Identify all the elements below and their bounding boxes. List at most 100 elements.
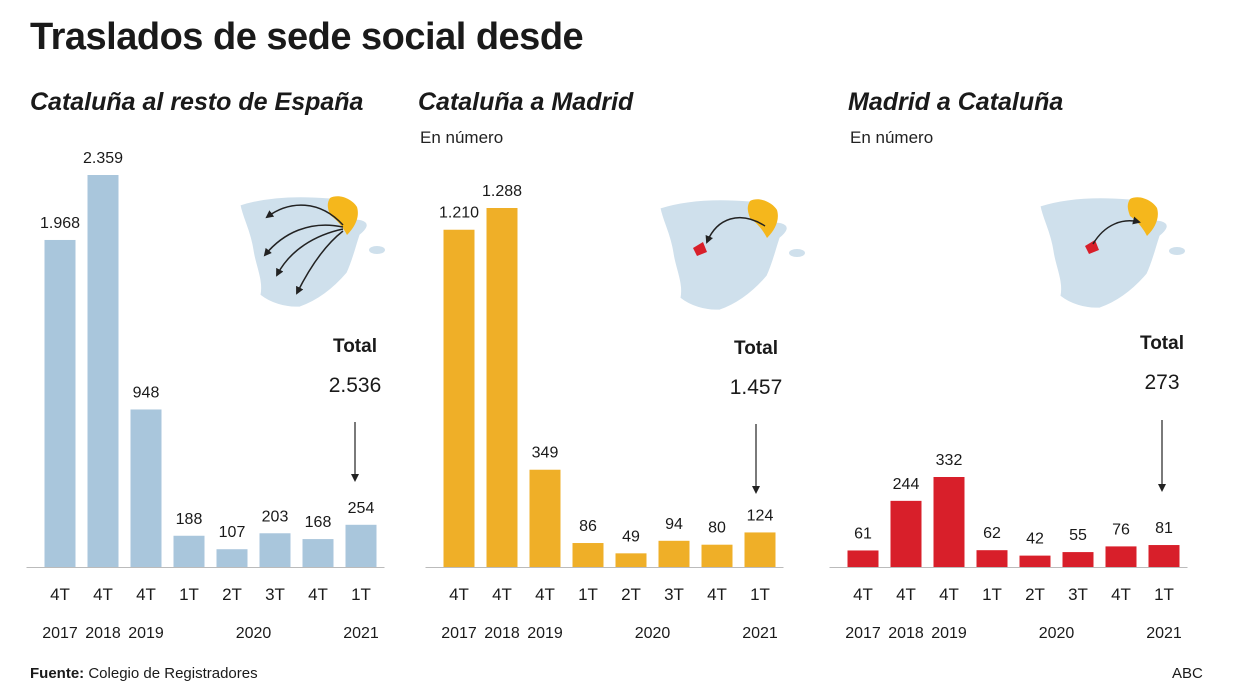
chart-3-total-value: 273	[1144, 371, 1179, 394]
chart-2-bar-2	[486, 208, 518, 567]
source-label: Fuente:	[30, 665, 85, 682]
chart-3-quarter-label-8: 1T	[1154, 585, 1174, 604]
chart-2-bar-4	[572, 543, 604, 567]
chart-3-data-label-6: 55	[1069, 527, 1087, 544]
page-title: Traslados de sede social desde	[30, 16, 584, 58]
credit-label: ABC	[1172, 665, 1203, 682]
chart-2-bar-5	[615, 553, 647, 567]
chart-1-bar-3	[130, 409, 162, 567]
chart-1-data-label-3: 948	[133, 384, 160, 401]
map-spain-arrow-madrid-to-catalonia-icon	[1039, 197, 1185, 309]
chart-2-quarter-label-5: 2T	[621, 585, 641, 604]
chart-3-bar-5	[1019, 555, 1051, 567]
chart-1-quarter-label-4: 1T	[179, 585, 199, 604]
chart-2-quarter-label-3: 4T	[535, 585, 555, 604]
chart-1-quarter-label-2: 4T	[93, 585, 113, 604]
chart-3-bar-8	[1148, 545, 1180, 567]
chart-1-year-label-2020: 2020	[236, 625, 272, 642]
chart-1-quarter-label-1: 4T	[50, 585, 70, 604]
chart-2-year-label-2017: 2017	[441, 625, 477, 642]
chart-1-bar-5	[216, 549, 248, 567]
chart-3-total-label: Total	[1140, 333, 1184, 354]
chart-2-total-value: 1.457	[730, 376, 783, 399]
chart-2-total-label: Total	[734, 338, 778, 359]
map-spain-arrow-catalonia-to-madrid-icon	[659, 199, 805, 311]
chart-2-data-label-7: 80	[708, 520, 726, 537]
chart-3-data-label-5: 42	[1026, 531, 1044, 548]
source-text: Colegio de Registradores	[88, 665, 258, 682]
chart-2-bar-7	[701, 544, 733, 567]
chart-2-quarter-label-8: 1T	[750, 585, 770, 604]
chart-3-data-label-8: 81	[1155, 520, 1173, 537]
chart-2-data-label-8: 124	[747, 507, 774, 524]
chart-3-data-label-1: 61	[854, 525, 872, 542]
chart-2-quarter-label-2: 4T	[492, 585, 512, 604]
chart-3-data-label-7: 76	[1112, 521, 1130, 538]
chart-3-year-label-2017: 2017	[845, 625, 881, 642]
chart-3-bar-4	[976, 550, 1008, 567]
chart-3-year-label-2020: 2020	[1039, 625, 1075, 642]
chart-3-data-label-2: 244	[893, 476, 920, 493]
source-note: Fuente: Colegio de Registradores	[30, 665, 258, 682]
chart-3-quarter-label-3: 4T	[939, 585, 959, 604]
chart-1-year-label-2021: 2021	[343, 625, 379, 642]
chart-1-total-label: Total	[333, 336, 377, 357]
chart-1-year-label-2017: 2017	[42, 625, 78, 642]
chart-2-quarter-label-4: 1T	[578, 585, 598, 604]
chart-3-quarter-label-7: 4T	[1111, 585, 1131, 604]
chart-3-bar-7	[1105, 546, 1137, 567]
chart-1-bar-7	[302, 539, 334, 567]
chart-3-quarter-label-2: 4T	[896, 585, 916, 604]
chart-1-year-label-2018: 2018	[85, 625, 121, 642]
chart-2-bar-8	[744, 532, 776, 567]
chart-2-quarter-label-6: 3T	[664, 585, 684, 604]
chart-2-data-label-2: 1.288	[482, 183, 522, 200]
chart-3-bar-1	[847, 550, 879, 567]
chart-1-quarter-label-6: 3T	[265, 585, 285, 604]
chart-2-year-label-2020: 2020	[635, 625, 671, 642]
chart-1-data-label-2: 2.359	[83, 150, 123, 167]
chart-2-year-label-2019: 2019	[527, 625, 563, 642]
panel-title-cataluna-madrid: Cataluña a Madrid	[418, 88, 634, 116]
chart-1-bar-2	[87, 175, 119, 567]
chart-1-total-value: 2.536	[329, 374, 382, 397]
chart-1-data-label-6: 203	[262, 508, 289, 525]
chart-3-quarter-label-4: 1T	[982, 585, 1002, 604]
chart-1-bar-6	[259, 533, 291, 567]
chart-3-bar-2	[890, 500, 922, 567]
chart-1-bar-1	[44, 239, 76, 567]
panel-title-madrid-cataluna: Madrid a Cataluña	[848, 88, 1064, 116]
chart-3-bar-3	[933, 477, 965, 567]
chart-2-data-label-1: 1.210	[439, 205, 479, 222]
chart-2-data-label-6: 94	[665, 516, 683, 533]
chart-1-data-label-7: 168	[305, 514, 332, 531]
chart-2-data-label-4: 86	[579, 518, 597, 535]
chart-1-data-label-4: 188	[176, 511, 203, 528]
chart-2-quarter-label-7: 4T	[707, 585, 727, 604]
chart-1-year-label-2019: 2019	[128, 625, 164, 642]
panel-subtitle-cataluna-madrid: En número	[420, 128, 504, 147]
chart-1-data-label-8: 254	[348, 500, 375, 517]
chart-3-quarter-label-1: 4T	[853, 585, 873, 604]
chart-3-year-label-2021: 2021	[1146, 625, 1182, 642]
panel-subtitle-madrid-cataluna: En número	[850, 128, 934, 147]
chart-1-quarter-label-3: 4T	[136, 585, 156, 604]
chart-1-quarter-label-5: 2T	[222, 585, 242, 604]
chart-3-data-label-3: 332	[936, 452, 963, 469]
chart-2-data-label-3: 349	[532, 445, 559, 462]
chart-2-data-label-5: 49	[622, 528, 640, 545]
chart-2-year-label-2021: 2021	[742, 625, 778, 642]
chart-1-data-label-5: 107	[219, 524, 246, 541]
chart-1-bar-8	[345, 524, 377, 567]
chart-3-year-label-2018: 2018	[888, 625, 924, 642]
chart-2-bar-1	[443, 229, 475, 568]
chart-3-quarter-label-6: 3T	[1068, 585, 1088, 604]
chart-3-data-label-4: 62	[983, 525, 1001, 542]
chart-2-bar-3	[529, 469, 561, 567]
chart-1-bar-4	[173, 535, 205, 567]
chart-1-data-label-1: 1.968	[40, 215, 80, 232]
panel-title-cataluna-resto: Cataluña al resto de España	[30, 88, 364, 116]
chart-1-quarter-label-8: 1T	[351, 585, 371, 604]
chart-3-year-label-2019: 2019	[931, 625, 967, 642]
